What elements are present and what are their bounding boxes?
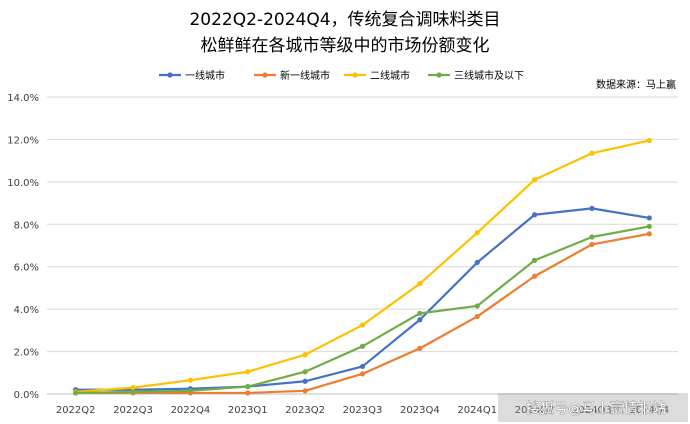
data-point (359, 371, 366, 377)
series-group (73, 137, 652, 396)
y-tick-label: 2.0% (14, 348, 39, 359)
y-tick-label: 0.0% (14, 390, 39, 401)
data-point (187, 388, 194, 394)
x-tick-label: 2024Q4 (629, 405, 669, 416)
data-point (589, 150, 595, 156)
legend-label: 三线城市及以下 (454, 69, 524, 82)
data-point (359, 343, 366, 349)
data-point (359, 322, 366, 328)
data-point (646, 223, 652, 230)
data-point (245, 390, 251, 396)
data-point (130, 385, 136, 391)
data-point (417, 317, 423, 323)
data-point (531, 212, 538, 218)
chart-title-line1: 2022Q2-2024Q4，传统复合调味料类目 (189, 10, 500, 30)
data-point (646, 231, 652, 237)
data-point (531, 177, 538, 183)
data-point (417, 281, 423, 287)
data-point (302, 369, 308, 375)
data-point (302, 388, 308, 394)
source-note: 数据来源：马上赢 (596, 78, 676, 91)
data-point (474, 303, 480, 309)
x-tick-label: 2023Q1 (228, 405, 268, 416)
data-point (245, 369, 251, 375)
data-point (302, 378, 308, 384)
data-point (245, 383, 251, 390)
legend-label: 二线城市 (370, 69, 410, 82)
data-point (646, 215, 652, 221)
y-tick-label: 14.0% (7, 93, 39, 104)
legend-marker (352, 72, 358, 78)
watermark-text: 搜狐号@马上赢情报站 (526, 400, 666, 417)
x-tick-label: 2023Q3 (343, 405, 383, 416)
x-tick-label: 2024Q1 (457, 405, 497, 416)
y-tick-label: 12.0% (7, 135, 39, 146)
watermark-background (498, 393, 688, 422)
legend-marker (262, 72, 268, 78)
chart-title-line2: 松鲜鲜在各城市等级中的市场份额变化 (201, 36, 490, 56)
x-tick-label: 2024Q2 (515, 405, 555, 416)
data-point (531, 273, 538, 279)
data-point (417, 310, 423, 316)
x-tick-label: 2022Q4 (171, 405, 211, 416)
legend: 一线城市 新一线城市 二线城市 三线城市及以下 (159, 69, 524, 82)
data-point (531, 257, 538, 263)
x-axis: 2022Q2 2022Q3 2022Q4 2023Q1 2023Q2 2023Q3 2023… (56, 405, 669, 416)
data-point (73, 390, 79, 396)
legend-label: 一线城市 (185, 69, 225, 82)
x-tick-label: 2023Q2 (285, 405, 325, 416)
data-point (359, 363, 366, 370)
data-point (589, 205, 595, 211)
x-tick-label: 2022Q3 (113, 405, 153, 416)
y-axis: 0.0% 2.0% 4.0% 6.0% 8.0% 10.0% 12.0% 14.0% (7, 93, 39, 401)
data-point (474, 259, 480, 266)
y-tick-label: 8.0% (14, 220, 39, 231)
data-point (187, 377, 194, 383)
data-point (417, 345, 423, 351)
data-point (589, 234, 595, 240)
data-point (474, 230, 480, 236)
legend-marker (167, 72, 173, 78)
y-tick-label: 6.0% (14, 263, 39, 274)
x-tick-label: 2024Q3 (572, 405, 612, 416)
data-point (646, 137, 652, 144)
data-point (302, 352, 308, 358)
data-point (474, 313, 480, 320)
data-point (130, 389, 136, 395)
legend-marker (436, 72, 442, 78)
y-tick-label: 10.0% (7, 178, 39, 189)
y-tick-label: 4.0% (14, 305, 39, 316)
data-point (589, 241, 595, 248)
legend-label: 新一线城市 (280, 69, 330, 82)
x-tick-label: 2023Q4 (400, 405, 440, 416)
x-tick-label: 2022Q2 (56, 405, 96, 416)
